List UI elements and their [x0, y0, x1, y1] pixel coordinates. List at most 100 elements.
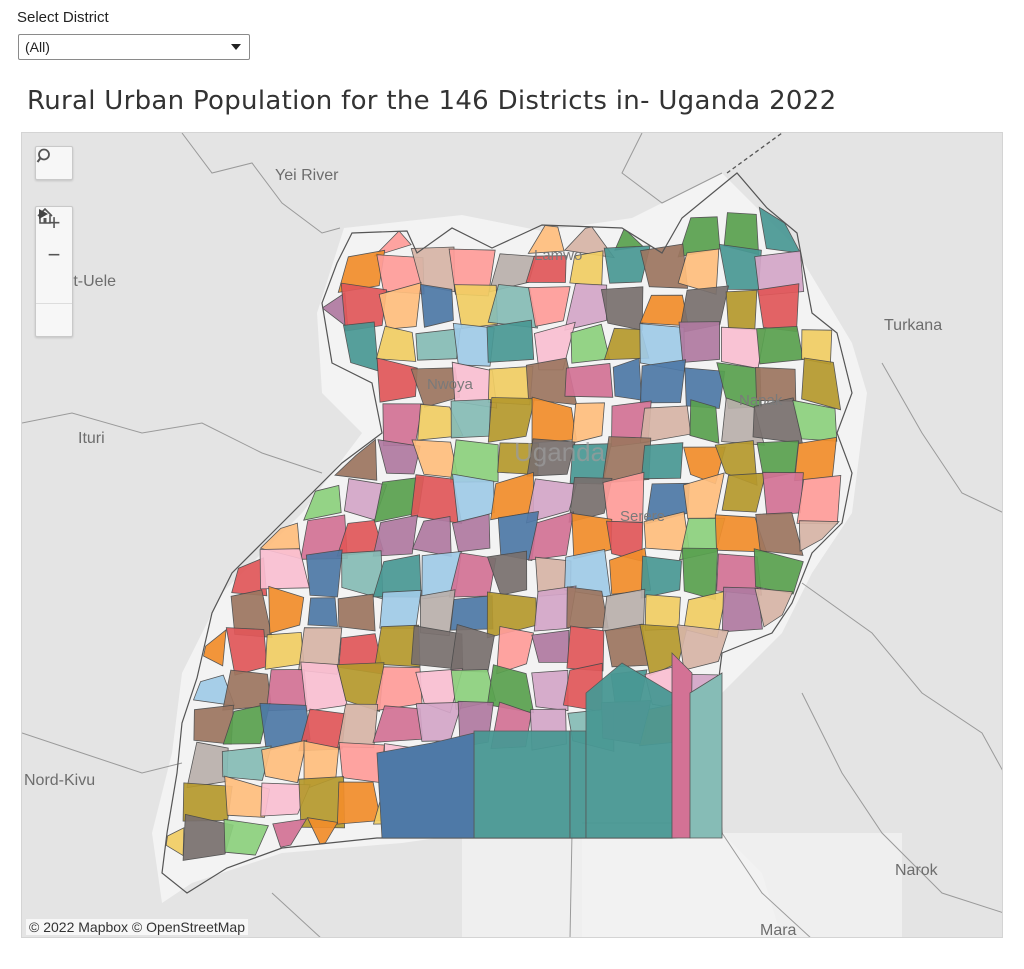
district-polygon[interactable]: [264, 631, 305, 670]
district-polygon[interactable]: [684, 367, 726, 409]
district-polygon[interactable]: [182, 813, 234, 861]
district-polygon[interactable]: [528, 286, 571, 327]
district-polygon[interactable]: [531, 669, 569, 712]
district-polygon[interactable]: [379, 589, 422, 629]
district-polygon[interactable]: [298, 776, 346, 829]
district-polygon[interactable]: [725, 289, 758, 331]
district-bugiri[interactable]: [671, 652, 693, 839]
district-polygon[interactable]: [336, 781, 382, 825]
district-polygon[interactable]: [564, 283, 608, 331]
district-polygon[interactable]: [453, 284, 498, 329]
district-polygon[interactable]: [721, 472, 767, 513]
district-polygon[interactable]: [568, 476, 613, 523]
district-polygon[interactable]: [792, 399, 838, 442]
district-polygon[interactable]: [340, 282, 388, 332]
play-button[interactable]: [36, 209, 72, 336]
district-polygon[interactable]: [528, 511, 574, 561]
district-polygon[interactable]: [223, 818, 269, 856]
district-polygon[interactable]: [640, 442, 684, 480]
district-polygon[interactable]: [372, 514, 418, 557]
district-polygon[interactable]: [231, 557, 268, 597]
district-polygon[interactable]: [222, 703, 271, 745]
district-polygon[interactable]: [307, 597, 338, 627]
map-attribution[interactable]: © 2022 Mapbox © OpenStreetMap: [26, 919, 248, 935]
district-polygon[interactable]: [798, 520, 840, 552]
district-polygon[interactable]: [796, 475, 842, 525]
district-polygon[interactable]: [410, 246, 455, 293]
district-polygon[interactable]: [639, 359, 687, 404]
district-polygon[interactable]: [566, 586, 609, 629]
district-polygon[interactable]: [571, 402, 605, 444]
district-polygon[interactable]: [337, 249, 386, 293]
district-polygon[interactable]: [527, 225, 565, 254]
district-polygon[interactable]: [602, 471, 645, 523]
zoom-out-button[interactable]: −: [47, 242, 61, 267]
district-polygon[interactable]: [451, 513, 491, 553]
district-polygon[interactable]: [487, 284, 538, 329]
district-polygon[interactable]: [754, 587, 794, 628]
district-polygon[interactable]: [452, 322, 495, 367]
district-polygon[interactable]: [640, 243, 689, 289]
district-namayingo[interactable]: [689, 672, 723, 839]
district-polygon[interactable]: [689, 399, 720, 444]
district-polygon[interactable]: [449, 439, 499, 483]
map-search-control[interactable]: [35, 146, 73, 180]
district-polygon[interactable]: [487, 397, 536, 443]
district-polygon[interactable]: [268, 585, 305, 634]
district-buvuma[interactable]: [569, 730, 587, 839]
district-polygon[interactable]: [272, 818, 308, 848]
district-polygon[interactable]: [603, 245, 651, 284]
district-polygon[interactable]: [753, 548, 804, 595]
district-kalangala[interactable]: [473, 730, 571, 839]
district-polygon[interactable]: [681, 547, 719, 601]
district-polygon[interactable]: [303, 484, 342, 521]
district-polygon[interactable]: [305, 549, 343, 598]
district-polygon[interactable]: [756, 325, 804, 365]
district-polygon[interactable]: [525, 478, 577, 524]
district-polygon[interactable]: [337, 593, 376, 632]
district-mayuge[interactable]: [585, 662, 673, 839]
map-view[interactable]: Uganda Yei River Haut-Uele Turkana Ituri…: [21, 132, 1003, 938]
district-polygon[interactable]: [336, 662, 385, 713]
district-polygon[interactable]: [377, 439, 421, 475]
district-polygon[interactable]: [678, 321, 720, 363]
district-polygon[interactable]: [375, 325, 417, 362]
district-polygon[interactable]: [496, 626, 534, 675]
district-polygon[interactable]: [533, 585, 577, 632]
district-select[interactable]: (All): [18, 34, 250, 60]
district-polygon[interactable]: [334, 438, 378, 481]
district-rakai[interactable]: [376, 732, 475, 839]
district-polygon[interactable]: [221, 745, 272, 781]
district-polygon[interactable]: [415, 328, 461, 361]
district-polygon[interactable]: [564, 363, 614, 398]
district-polygon[interactable]: [755, 512, 804, 556]
district-polygon[interactable]: [378, 282, 422, 330]
district-polygon[interactable]: [486, 319, 535, 363]
district-polygon[interactable]: [486, 550, 528, 596]
district-polygon[interactable]: [531, 629, 570, 663]
district-polygon[interactable]: [762, 471, 804, 516]
district-polygon[interactable]: [677, 624, 729, 671]
district-polygon[interactable]: [382, 403, 423, 447]
district-polygon[interactable]: [566, 625, 605, 672]
district-polygon[interactable]: [376, 357, 418, 403]
district-polygon[interactable]: [757, 283, 800, 333]
district-polygon[interactable]: [224, 775, 271, 818]
district-polygon[interactable]: [526, 438, 576, 477]
district-polygon[interactable]: [801, 357, 842, 411]
district-polygon[interactable]: [601, 436, 652, 484]
district-polygon[interactable]: [203, 628, 227, 667]
district-polygon[interactable]: [525, 255, 567, 283]
district-polygon[interactable]: [497, 511, 539, 561]
district-polygon[interactable]: [374, 624, 421, 668]
district-polygon[interactable]: [420, 283, 454, 328]
district-polygon[interactable]: [450, 398, 491, 439]
map-canvas[interactable]: Uganda Yei River Haut-Uele Turkana Ituri…: [22, 133, 1003, 938]
district-polygon[interactable]: [754, 250, 805, 296]
district-polygon[interactable]: [261, 739, 308, 784]
search-button[interactable]: [36, 147, 72, 179]
district-polygon[interactable]: [721, 586, 763, 633]
district-polygon[interactable]: [640, 555, 682, 599]
district-polygon[interactable]: [260, 782, 311, 817]
home-button[interactable]: [36, 207, 72, 303]
